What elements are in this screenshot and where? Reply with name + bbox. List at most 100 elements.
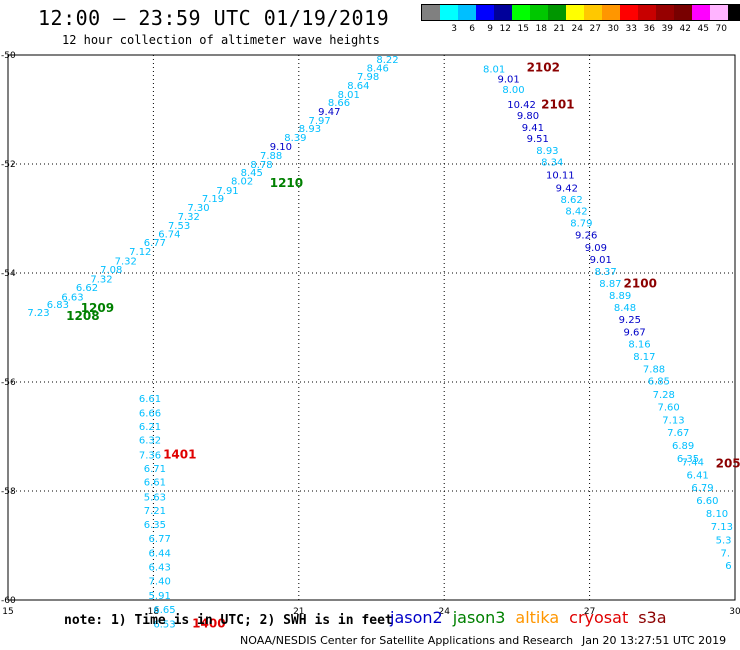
lat-tick-label: -58: [1, 487, 16, 497]
wave-height-value: 8.00: [502, 85, 524, 96]
wave-height-value: 9.47: [318, 107, 340, 118]
axis-ticks: 15 18 21 24 27 30 -50 -52 -54 -56 -58 -60: [1, 51, 740, 617]
wave-height-value: 8.45: [241, 168, 263, 179]
wave-height-value: 7.28: [653, 390, 675, 401]
wave-height-value: 8.78: [250, 160, 272, 171]
footer-note: note: 1) Time is in UTC; 2) SWH is in fe…: [64, 613, 393, 628]
wave-height-value: 9.67: [624, 328, 646, 339]
legend-bin-label: 9: [487, 24, 493, 34]
wave-height-value: 6.79: [691, 483, 713, 494]
wave-height-value: 6.71: [144, 464, 166, 475]
wave-height-value: 8.89: [609, 291, 631, 302]
legend-bin-label: 45: [697, 24, 709, 34]
wave-height-value: 7.36: [139, 450, 161, 461]
wave-height-value: 6.77: [144, 238, 166, 249]
wave-height-value: 6.85: [648, 377, 670, 388]
wave-height-value: 6.35: [144, 520, 166, 531]
legend-bin-label: 18: [535, 24, 547, 34]
legend-swatch: [512, 5, 530, 20]
wave-height-value: 10.11: [546, 171, 575, 182]
legend-bin-label: 42: [679, 24, 691, 34]
pass-time-label: 205: [716, 457, 740, 471]
lon-tick-label: 18: [148, 607, 160, 617]
wave-height-value: 7.23: [27, 308, 49, 319]
satellite-jason3: jason3: [452, 608, 506, 627]
wave-height-value: 8.62: [561, 195, 583, 206]
wave-height-value: 7.88: [260, 151, 282, 162]
legend-swatch: [710, 5, 728, 20]
legend-swatch: [422, 5, 440, 20]
lat-tick-label: -60: [1, 596, 16, 606]
satellite-s3a: s3a: [638, 608, 667, 627]
wave-height-value: 7.13: [662, 415, 684, 426]
pass-time-label: 1400: [192, 616, 225, 630]
wave-height-value: 7.88: [643, 365, 665, 376]
legend-bin-label: 3: [451, 24, 457, 34]
wave-height-value: 6.77: [149, 534, 171, 545]
wave-height-value: 7.67: [667, 428, 689, 439]
wave-height-value: 6.53: [153, 619, 175, 630]
lon-tick-label: 30: [729, 607, 740, 617]
wave-height-value: 9.41: [522, 123, 544, 134]
wave-height-value: 9.51: [527, 134, 549, 145]
legend-swatch: [656, 5, 674, 20]
wave-height-points: 7.236.836.636.627.327.087.327.126.776.74…: [27, 55, 733, 630]
pass-time-label: 1208: [66, 309, 99, 323]
legend-swatch: [692, 5, 710, 20]
wave-height-value: 6.35: [677, 454, 699, 465]
wave-height-value: 5.3: [716, 535, 732, 546]
lon-tick-label: 15: [2, 607, 13, 617]
wave-height-value: 8.93: [299, 124, 321, 135]
wave-height-value: 7.08: [100, 265, 122, 276]
legend-swatch: [728, 5, 740, 20]
legend-bin-label: 21: [553, 24, 565, 34]
pass-time-label: 2100: [624, 277, 657, 291]
wave-height-value: 8.46: [367, 63, 389, 74]
wave-height-value: 8.79: [570, 219, 592, 230]
wave-height-value: 8.39: [284, 133, 306, 144]
legend-bin-label: 36: [643, 24, 655, 34]
legend-bin-label: 27: [589, 24, 601, 34]
wave-height-value: 7.40: [149, 577, 171, 588]
lat-tick-label: -54: [1, 269, 16, 279]
wave-height-value: 9.10: [270, 142, 292, 153]
wave-height-value: 7.12: [129, 247, 151, 258]
wave-height-value: 7.53: [168, 221, 190, 232]
satellite-cryosat: cryosat: [569, 608, 629, 627]
pass-time-label: 2102: [527, 60, 560, 74]
wave-height-value: 6.21: [139, 422, 161, 433]
wave-height-value: 6.60: [696, 496, 718, 507]
legend-swatch: [674, 5, 692, 20]
wave-height-value: 8.42: [565, 207, 587, 218]
legend-swatch: [602, 5, 620, 20]
wave-height-value: 6.43: [149, 563, 171, 574]
wave-height-value: 8.22: [376, 55, 398, 66]
legend-swatches: [421, 4, 740, 21]
wave-height-value: 6: [725, 561, 731, 572]
wave-height-value: 8.01: [338, 90, 360, 101]
legend-bin-label: 12: [499, 24, 511, 34]
wave-height-value: 9.26: [575, 231, 597, 242]
wave-height-value: 7.32: [90, 274, 112, 285]
wave-height-value: 9.80: [517, 111, 539, 122]
lat-tick-label: -52: [1, 160, 16, 170]
pass-time-label: 2101: [541, 97, 574, 111]
legend-bin-label: 70: [715, 24, 727, 34]
legend-swatch: [458, 5, 476, 20]
wave-height-value: 8.93: [536, 146, 558, 157]
wave-height-value: 8.17: [633, 352, 655, 363]
wave-height-value: 9.25: [619, 315, 641, 326]
lat-tick-label: -56: [1, 378, 16, 388]
wave-height-value: 6.44: [149, 548, 171, 559]
legend-swatch: [584, 5, 602, 20]
map-title: 12:00 – 23:59 UTC 01/19/2019: [38, 6, 390, 30]
wave-height-value: 9.01: [498, 74, 520, 85]
wave-height-value: 8.64: [347, 81, 369, 92]
wave-height-value: 7.30: [187, 203, 209, 214]
wave-height-value: 8.16: [628, 340, 650, 351]
wave-height-value: 7.19: [202, 194, 224, 205]
wave-height-value: 6.61: [144, 478, 166, 489]
wave-height-value: 6.89: [672, 441, 694, 452]
